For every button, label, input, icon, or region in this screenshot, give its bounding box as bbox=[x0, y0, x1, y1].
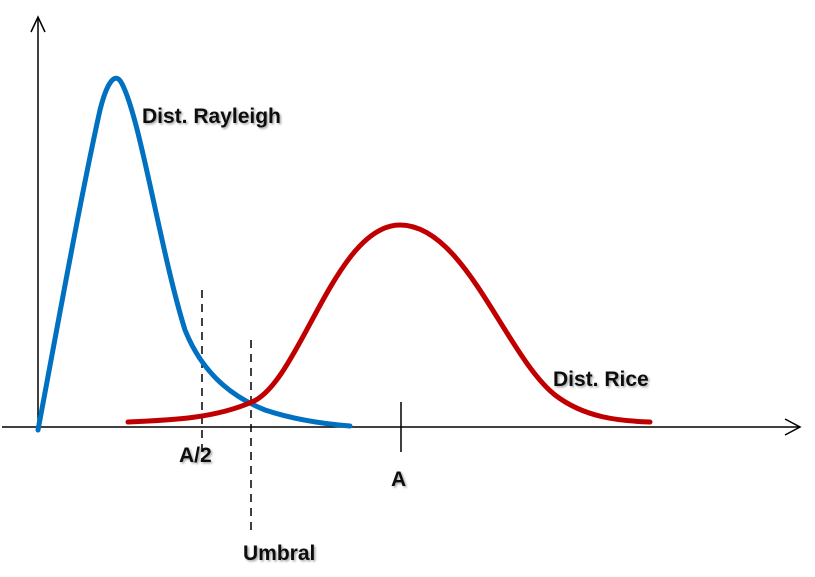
rayleigh-label: Dist. Rayleigh bbox=[142, 105, 281, 128]
x-axis-arrowhead bbox=[784, 418, 802, 436]
rice-label: Dist. Rice bbox=[553, 368, 649, 391]
half-a-label: A/2 bbox=[179, 444, 212, 467]
threshold-label: Umbral bbox=[243, 542, 315, 565]
y-axis-arrowhead bbox=[30, 15, 46, 33]
rayleigh-curve bbox=[35, 75, 353, 433]
rice-curve bbox=[125, 222, 653, 425]
a-label: A bbox=[391, 468, 406, 491]
